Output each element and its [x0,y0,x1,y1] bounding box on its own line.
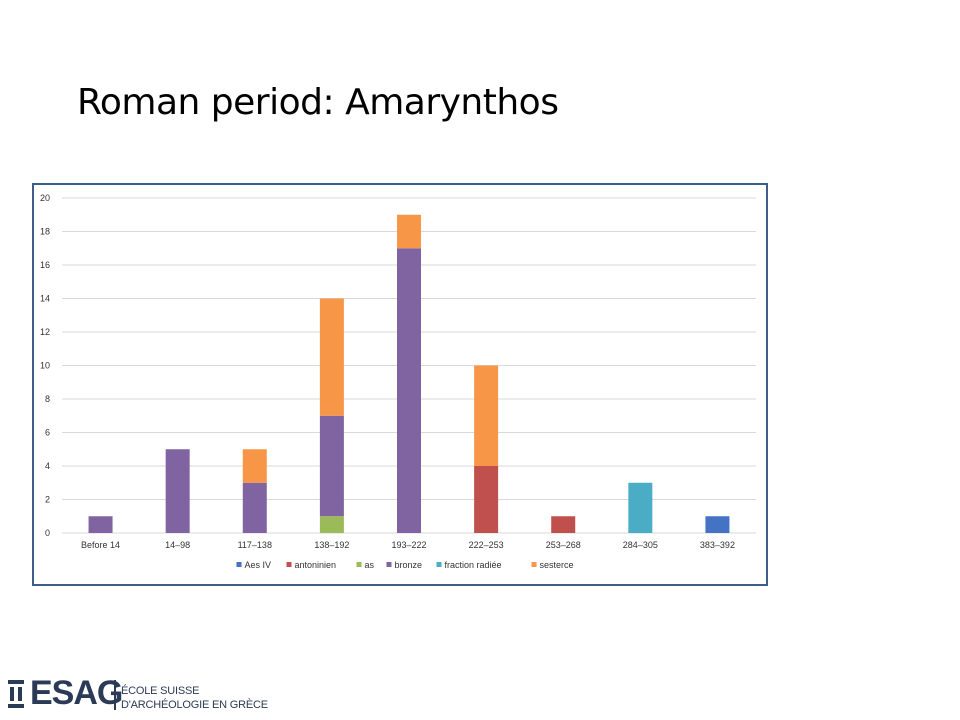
legend-swatch [286,562,292,567]
y-tick-label: 14 [40,294,50,304]
bar-segment [397,214,421,249]
y-tick-label: 12 [40,327,50,337]
y-tick-label: 2 [45,495,50,505]
x-tick-label: 117–138 [238,540,272,550]
y-tick-label: 4 [45,461,50,471]
logo-subtitle-line2: D'ARCHÉOLOGIE EN GRÈCE [121,699,268,711]
x-tick-label: 253–268 [546,540,581,550]
y-tick-label: 18 [40,227,50,237]
legend-swatch [386,562,392,567]
bar-segment [474,365,499,466]
y-tick-label: 16 [40,260,50,270]
legend-swatch [531,562,537,567]
x-tick-label: 193–222 [391,540,426,550]
slide-title: Roman period: Amarynthos [77,82,559,123]
bar-segment [88,516,113,533]
y-tick-label: 6 [45,428,50,438]
legend-label: bronze [395,560,423,570]
bar-segment [705,516,730,533]
legend-label: Aes IV [245,560,272,570]
y-tick-label: 20 [40,193,50,203]
stacked-bar-chart: 0 2 4 6 8 10 12 14 16 18 20 Before 14 14–98 117–138 13… [40,193,756,570]
x-tick-label: Before 14 [81,540,120,550]
legend-label: as [365,560,375,570]
legend-label: fraction radiée [445,560,502,570]
x-tick-label: 284–305 [623,540,658,550]
legend-swatch [236,562,242,567]
legend-swatch [356,562,362,567]
logo-wordmark: ESAG [30,674,123,712]
bar-segment [474,466,499,533]
bar-segment [397,248,421,533]
bar-segment [628,482,653,533]
y-tick-label: 8 [45,394,50,404]
legend-swatch [436,562,442,567]
x-tick-label: 383–392 [700,540,735,550]
bar-segment [319,415,344,517]
esag-emblem-icon [8,680,24,708]
chart-container: 0 2 4 6 8 10 12 14 16 18 20 Before 14 14–98 117–138 13… [32,183,768,586]
y-tick-label: 10 [40,361,50,371]
bar-segment [165,449,190,533]
bar-segment [242,482,267,533]
esag-logo: ESAG ÉCOLE SUISSE D'ARCHÉOLOGIE EN GRÈCE [8,674,268,712]
bar-segment [319,516,344,533]
legend-label: antoninien [295,560,337,570]
bar-segment [551,516,576,533]
bar-segment [319,298,344,416]
bar-segment [242,449,267,483]
logo-divider [114,680,116,710]
logo-subtitle-line1: ÉCOLE SUISSE [121,685,200,697]
x-tick-label: 138–192 [314,540,349,550]
y-tick-label: 0 [45,528,50,538]
x-tick-label: 222–253 [469,540,504,550]
legend-label: sesterce [540,560,574,570]
x-tick-label: 14–98 [165,540,190,550]
